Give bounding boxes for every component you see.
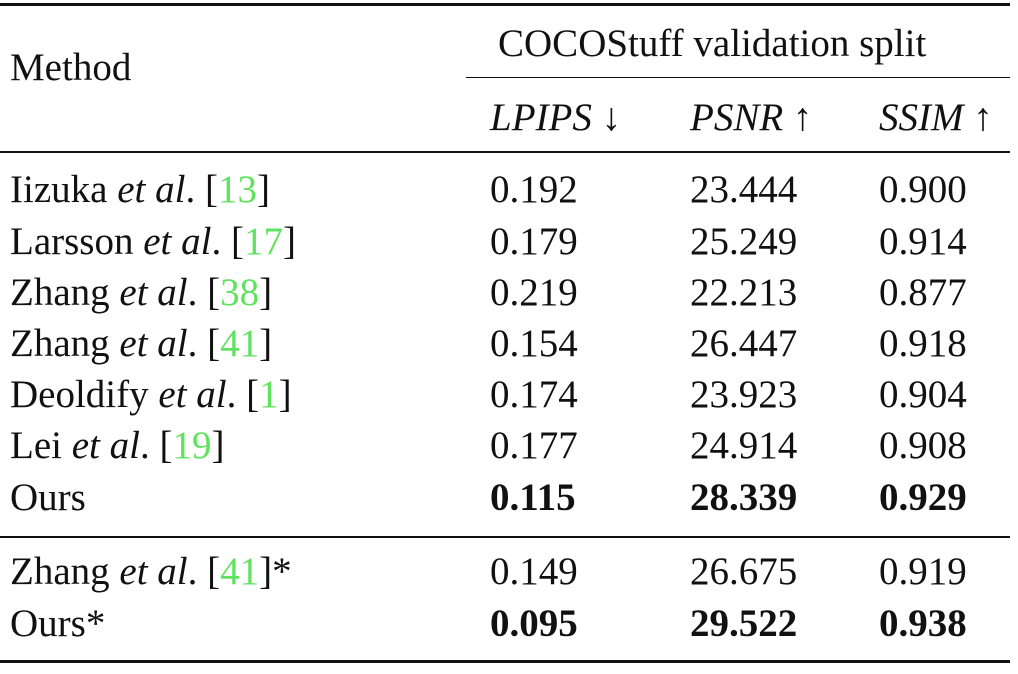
method-name: Lei xyxy=(10,424,62,467)
header-method: Method xyxy=(10,46,132,89)
cell-ssim: 0.904 xyxy=(879,373,967,416)
row-method-deoldify: Deoldify et al. [1] xyxy=(10,373,292,416)
cell-lpips: 0.174 xyxy=(490,373,578,416)
cell-psnr-best: 29.522 xyxy=(690,602,798,645)
cell-ssim-best: 0.938 xyxy=(879,602,967,645)
cell-psnr: 25.249 xyxy=(690,220,798,263)
header-group-cocostuff: COCOStuff validation split xyxy=(498,22,927,65)
row-method-zhang-41-star: Zhang et al. [41]* xyxy=(10,550,292,593)
et-al: et al xyxy=(71,424,140,467)
row-method-ours-star: Ours* xyxy=(10,602,106,645)
cell-psnr: 23.444 xyxy=(690,168,798,211)
row-method-zhang-38: Zhang et al. [38] xyxy=(10,271,273,314)
cell-ssim: 0.908 xyxy=(879,424,967,467)
method-name: Zhang xyxy=(10,550,110,593)
row-method-ours: Ours xyxy=(10,476,86,519)
et-al: et al xyxy=(117,168,186,211)
citation-link[interactable]: 41 xyxy=(220,550,260,593)
header-ssim-name: SSIM xyxy=(879,96,964,139)
header-psnr: PSNR ↑ xyxy=(690,96,812,140)
citation-link[interactable]: 41 xyxy=(220,322,260,365)
group-underline xyxy=(466,77,1010,78)
cell-psnr-best: 28.339 xyxy=(690,476,798,519)
et-al: et al xyxy=(143,220,212,263)
cell-lpips: 0.177 xyxy=(490,424,578,467)
up-arrow-icon: ↑ xyxy=(792,96,813,139)
cell-lpips: 0.219 xyxy=(490,271,578,314)
cell-ssim: 0.918 xyxy=(879,322,967,365)
cell-psnr: 23.923 xyxy=(690,373,798,416)
cell-ssim: 0.877 xyxy=(879,271,967,314)
citation-link[interactable]: 38 xyxy=(220,271,260,314)
table-top-rule xyxy=(0,3,1010,6)
cell-psnr: 26.447 xyxy=(690,322,798,365)
cell-ssim-best: 0.929 xyxy=(879,476,967,519)
down-arrow-icon: ↓ xyxy=(601,96,622,139)
cell-ssim: 0.914 xyxy=(879,220,967,263)
et-al: et al xyxy=(119,322,188,365)
citation-link[interactable]: 1 xyxy=(259,373,279,416)
header-rule xyxy=(0,151,1010,153)
cell-lpips: 0.149 xyxy=(490,550,578,593)
cell-psnr: 22.213 xyxy=(690,271,798,314)
method-name: Zhang xyxy=(10,271,110,314)
row-method-iizuka: Iizuka et al. [13] xyxy=(10,168,270,211)
cell-psnr: 26.675 xyxy=(690,550,798,593)
cell-lpips: 0.179 xyxy=(490,220,578,263)
et-al: et al xyxy=(119,271,188,314)
row-method-zhang-41: Zhang et al. [41] xyxy=(10,322,273,365)
method-name: Zhang xyxy=(10,322,110,365)
cell-ssim: 0.919 xyxy=(879,550,967,593)
up-arrow-icon: ↑ xyxy=(973,96,993,139)
row-method-larsson: Larsson et al. [17] xyxy=(10,220,296,263)
cell-lpips-best: 0.095 xyxy=(490,602,578,645)
asterisk-marker: * xyxy=(272,550,292,593)
method-name: Iizuka xyxy=(10,168,108,211)
cell-lpips: 0.154 xyxy=(490,322,578,365)
cell-ssim: 0.900 xyxy=(879,168,967,211)
cell-psnr: 24.914 xyxy=(690,424,798,467)
header-psnr-name: PSNR xyxy=(690,96,784,139)
header-lpips-name: LPIPS xyxy=(490,96,592,139)
method-name: Larsson xyxy=(10,220,134,263)
et-al: et al xyxy=(119,550,188,593)
table-bottom-rule xyxy=(0,660,1010,663)
et-al: et al xyxy=(158,373,227,416)
header-lpips: LPIPS ↓ xyxy=(490,96,621,140)
section-separator-rule xyxy=(0,536,1010,538)
header-ssim: SSIM ↑ xyxy=(879,96,993,140)
cell-lpips: 0.192 xyxy=(490,168,578,211)
citation-link[interactable]: 17 xyxy=(243,220,283,263)
cell-lpips-best: 0.115 xyxy=(490,476,576,519)
citation-link[interactable]: 13 xyxy=(217,168,257,211)
citation-link[interactable]: 19 xyxy=(172,424,212,467)
method-name: Deoldify xyxy=(10,373,149,416)
row-method-lei: Lei et al. [19] xyxy=(10,424,225,467)
